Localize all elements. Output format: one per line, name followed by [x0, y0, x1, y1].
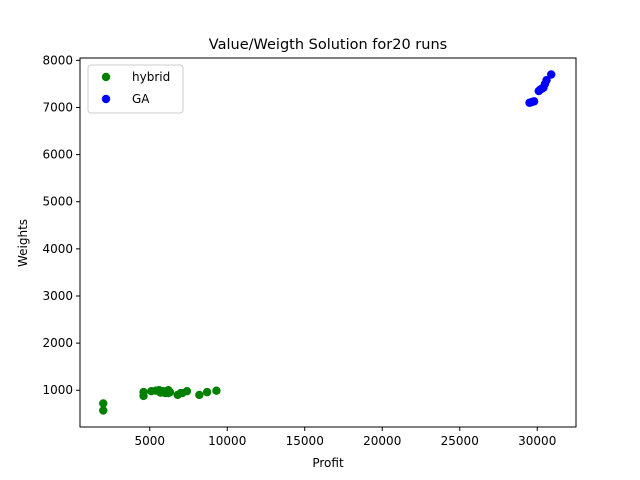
- y-tick-label: 5000: [42, 195, 73, 209]
- y-axis-label: Weights: [16, 219, 30, 267]
- hybrid-point: [182, 386, 192, 396]
- x-tick-label: 15000: [286, 434, 324, 448]
- x-tick-label: 30000: [518, 434, 556, 448]
- chart-title: Value/Weigth Solution for20 runs: [209, 37, 447, 53]
- x-tick-label: 25000: [441, 434, 479, 448]
- y-tick-label: 6000: [42, 148, 73, 162]
- legend-label-GA: GA: [132, 92, 150, 106]
- hybrid-point: [212, 386, 221, 395]
- hybrid-point: [99, 399, 108, 408]
- hybrid-point: [165, 387, 175, 397]
- hybrid-point: [195, 390, 204, 400]
- y-tick-label: 2000: [42, 336, 73, 350]
- x-axis-label: Profit: [312, 456, 344, 470]
- legend-label-hybrid: hybrid: [132, 70, 170, 84]
- GA-point: [547, 70, 556, 79]
- legend-box: [87, 64, 184, 114]
- legend: hybrid GA: [87, 64, 184, 114]
- x-tick-label: 20000: [363, 434, 401, 448]
- y-tick-label: 8000: [42, 53, 73, 67]
- y-tick-label: 4000: [42, 242, 73, 256]
- y-tick-label: 1000: [42, 383, 73, 397]
- GA-point: [529, 97, 539, 106]
- x-tick-label: 10000: [208, 434, 246, 448]
- hybrid-point: [139, 391, 148, 401]
- x-tick-label: 5000: [134, 434, 165, 448]
- hybrid-point: [202, 387, 212, 397]
- x-axis: 5000 10000 15000 20000 25000 30000: [134, 427, 556, 448]
- y-tick-label: 7000: [42, 100, 73, 114]
- y-tick-label: 3000: [42, 289, 73, 303]
- axes-frame: [79, 57, 577, 428]
- legend-marker-hybrid: [101, 72, 111, 82]
- GA-point: [542, 75, 551, 85]
- y-axis: 1000 2000 3000 4000 5000 6000 7000 8000: [42, 53, 80, 397]
- hybrid-point: [99, 406, 108, 415]
- plot-area: [99, 70, 556, 415]
- legend-marker-GA: [101, 94, 111, 104]
